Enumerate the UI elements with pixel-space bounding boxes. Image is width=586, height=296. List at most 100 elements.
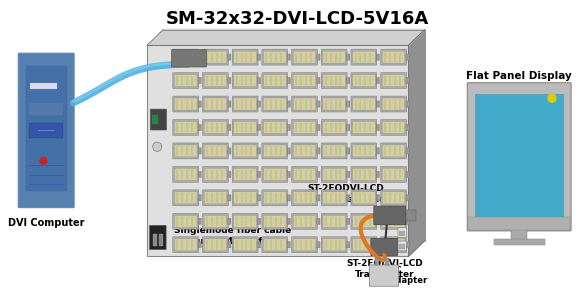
Bar bbox=[153, 234, 157, 246]
FancyBboxPatch shape bbox=[317, 148, 320, 154]
FancyBboxPatch shape bbox=[293, 215, 316, 227]
FancyBboxPatch shape bbox=[287, 218, 291, 224]
FancyBboxPatch shape bbox=[376, 124, 379, 131]
FancyBboxPatch shape bbox=[264, 121, 286, 133]
FancyBboxPatch shape bbox=[203, 49, 229, 65]
FancyBboxPatch shape bbox=[353, 75, 375, 86]
FancyBboxPatch shape bbox=[376, 242, 379, 248]
FancyBboxPatch shape bbox=[321, 49, 347, 65]
FancyBboxPatch shape bbox=[264, 51, 286, 63]
FancyBboxPatch shape bbox=[406, 195, 409, 201]
Text: Singlemode fiber cable
(up to 4,920 ft): Singlemode fiber cable (up to 4,920 ft) bbox=[173, 226, 291, 246]
FancyBboxPatch shape bbox=[317, 124, 320, 131]
FancyBboxPatch shape bbox=[175, 239, 197, 251]
FancyBboxPatch shape bbox=[353, 98, 375, 110]
Bar bbox=[399, 244, 405, 249]
FancyBboxPatch shape bbox=[204, 192, 227, 204]
FancyBboxPatch shape bbox=[228, 124, 231, 131]
FancyBboxPatch shape bbox=[323, 75, 346, 86]
FancyBboxPatch shape bbox=[351, 120, 377, 136]
FancyBboxPatch shape bbox=[228, 101, 231, 107]
FancyBboxPatch shape bbox=[257, 54, 261, 60]
FancyBboxPatch shape bbox=[406, 242, 409, 248]
FancyBboxPatch shape bbox=[175, 98, 197, 110]
FancyBboxPatch shape bbox=[293, 51, 316, 63]
FancyBboxPatch shape bbox=[264, 215, 286, 227]
FancyBboxPatch shape bbox=[287, 101, 291, 107]
FancyBboxPatch shape bbox=[232, 96, 258, 112]
FancyBboxPatch shape bbox=[351, 143, 377, 159]
FancyBboxPatch shape bbox=[380, 213, 407, 229]
FancyBboxPatch shape bbox=[204, 239, 227, 251]
FancyBboxPatch shape bbox=[262, 213, 288, 229]
FancyBboxPatch shape bbox=[264, 192, 286, 204]
FancyBboxPatch shape bbox=[264, 145, 286, 157]
Circle shape bbox=[548, 94, 556, 102]
FancyBboxPatch shape bbox=[323, 215, 346, 227]
FancyBboxPatch shape bbox=[175, 215, 197, 227]
FancyBboxPatch shape bbox=[228, 242, 231, 248]
FancyBboxPatch shape bbox=[292, 166, 318, 182]
FancyBboxPatch shape bbox=[257, 148, 261, 154]
FancyBboxPatch shape bbox=[262, 96, 288, 112]
FancyBboxPatch shape bbox=[175, 51, 197, 63]
FancyBboxPatch shape bbox=[175, 168, 197, 180]
FancyBboxPatch shape bbox=[293, 121, 316, 133]
FancyBboxPatch shape bbox=[198, 171, 202, 178]
FancyBboxPatch shape bbox=[346, 195, 350, 201]
Bar bbox=[493, 239, 545, 245]
FancyBboxPatch shape bbox=[204, 168, 227, 180]
FancyBboxPatch shape bbox=[198, 54, 202, 60]
FancyBboxPatch shape bbox=[287, 195, 291, 201]
FancyBboxPatch shape bbox=[382, 121, 405, 133]
FancyBboxPatch shape bbox=[234, 168, 257, 180]
FancyBboxPatch shape bbox=[346, 54, 350, 60]
FancyBboxPatch shape bbox=[262, 190, 288, 206]
Bar bbox=[29, 123, 63, 138]
FancyBboxPatch shape bbox=[232, 73, 258, 89]
FancyBboxPatch shape bbox=[353, 239, 375, 251]
FancyBboxPatch shape bbox=[232, 49, 258, 65]
FancyBboxPatch shape bbox=[353, 168, 375, 180]
FancyBboxPatch shape bbox=[380, 49, 407, 65]
FancyBboxPatch shape bbox=[228, 218, 231, 224]
FancyBboxPatch shape bbox=[203, 120, 229, 136]
FancyBboxPatch shape bbox=[228, 195, 231, 201]
FancyBboxPatch shape bbox=[321, 190, 347, 206]
FancyBboxPatch shape bbox=[353, 145, 375, 157]
FancyBboxPatch shape bbox=[198, 218, 202, 224]
FancyBboxPatch shape bbox=[257, 242, 261, 248]
FancyBboxPatch shape bbox=[262, 49, 288, 65]
FancyBboxPatch shape bbox=[173, 120, 199, 136]
Bar bbox=[386, 258, 389, 265]
FancyBboxPatch shape bbox=[380, 143, 407, 159]
FancyBboxPatch shape bbox=[292, 213, 318, 229]
Text: ST-2FODVI-LCD
Receiver: ST-2FODVI-LCD Receiver bbox=[308, 184, 384, 204]
Polygon shape bbox=[408, 30, 425, 257]
FancyBboxPatch shape bbox=[293, 239, 316, 251]
FancyBboxPatch shape bbox=[376, 101, 379, 107]
FancyBboxPatch shape bbox=[198, 148, 202, 154]
Bar bbox=[152, 115, 158, 124]
FancyBboxPatch shape bbox=[346, 171, 350, 178]
FancyBboxPatch shape bbox=[292, 190, 318, 206]
FancyBboxPatch shape bbox=[376, 218, 379, 224]
FancyBboxPatch shape bbox=[204, 215, 227, 227]
FancyBboxPatch shape bbox=[321, 166, 347, 182]
FancyBboxPatch shape bbox=[369, 265, 398, 286]
Bar bbox=[159, 234, 162, 246]
FancyBboxPatch shape bbox=[353, 192, 375, 204]
FancyBboxPatch shape bbox=[173, 96, 199, 112]
FancyBboxPatch shape bbox=[173, 213, 199, 229]
FancyBboxPatch shape bbox=[203, 96, 229, 112]
FancyBboxPatch shape bbox=[376, 54, 379, 60]
FancyBboxPatch shape bbox=[380, 190, 407, 206]
FancyBboxPatch shape bbox=[406, 218, 409, 224]
FancyBboxPatch shape bbox=[406, 54, 409, 60]
FancyBboxPatch shape bbox=[228, 171, 231, 178]
FancyBboxPatch shape bbox=[264, 239, 286, 251]
Bar bbox=[30, 83, 57, 89]
FancyBboxPatch shape bbox=[287, 242, 291, 248]
FancyBboxPatch shape bbox=[380, 120, 407, 136]
FancyBboxPatch shape bbox=[382, 145, 405, 157]
